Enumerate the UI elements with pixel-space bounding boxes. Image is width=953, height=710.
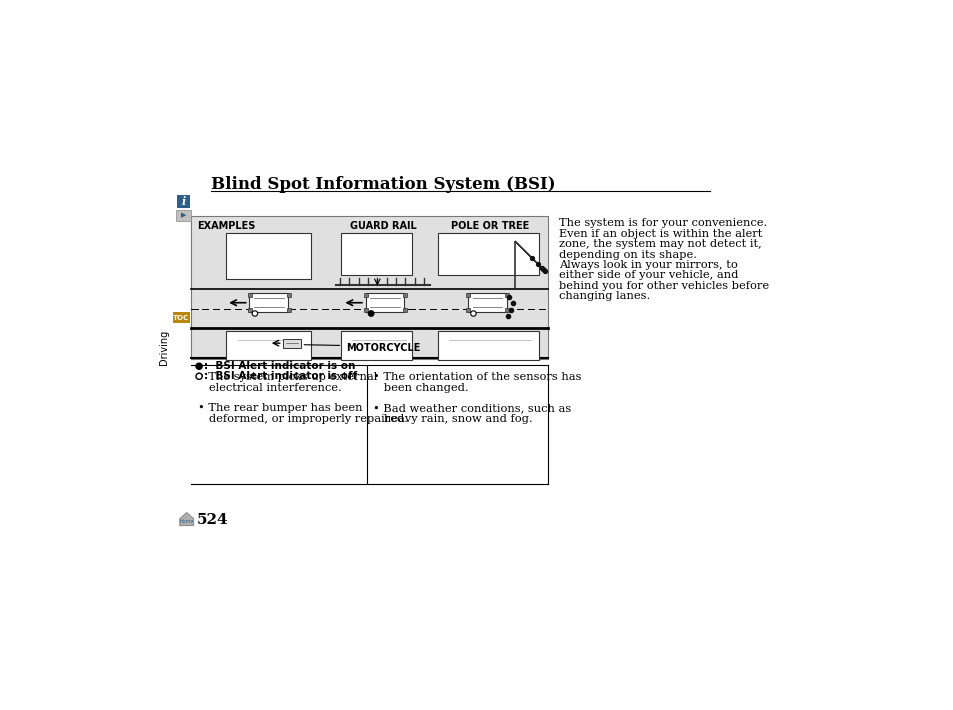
- Bar: [466, 308, 470, 312]
- Bar: [468, 293, 506, 312]
- Bar: [249, 293, 288, 312]
- Text: GUARD RAIL: GUARD RAIL: [350, 222, 416, 231]
- Text: zone, the system may not detect it,: zone, the system may not detect it,: [558, 239, 761, 249]
- Text: • The system picks up external: • The system picks up external: [197, 373, 376, 383]
- Bar: [226, 233, 311, 279]
- Bar: [175, 210, 192, 221]
- Text: electrical interference.: electrical interference.: [197, 383, 341, 393]
- Bar: [466, 293, 470, 297]
- Text: Driving: Driving: [159, 329, 169, 365]
- Text: POLE OR TREE: POLE OR TREE: [450, 222, 528, 231]
- Bar: [364, 293, 368, 297]
- Text: Blind Spot Information System (BSI): Blind Spot Information System (BSI): [211, 176, 555, 193]
- Text: The system is for your convenience.: The system is for your convenience.: [558, 219, 767, 229]
- Text: 524: 524: [196, 513, 228, 528]
- Bar: [340, 331, 412, 360]
- Bar: [402, 293, 406, 297]
- Text: deformed, or improperly repaired.: deformed, or improperly repaired.: [197, 414, 407, 424]
- Bar: [282, 339, 301, 348]
- Text: ▶: ▶: [181, 212, 186, 219]
- Polygon shape: [179, 513, 193, 525]
- Text: Even if an object is within the alert: Even if an object is within the alert: [558, 229, 762, 239]
- Bar: [364, 308, 368, 312]
- Bar: [286, 308, 291, 312]
- Bar: [340, 233, 412, 275]
- Circle shape: [368, 311, 374, 316]
- Bar: [505, 308, 509, 312]
- Bar: [248, 308, 252, 312]
- Text: • Bad weather conditions, such as: • Bad weather conditions, such as: [373, 403, 571, 413]
- Text: Home: Home: [179, 519, 193, 524]
- Text: changing lanes.: changing lanes.: [558, 291, 650, 301]
- Bar: [365, 293, 404, 312]
- Text: EXAMPLES: EXAMPLES: [197, 222, 255, 231]
- Bar: [402, 308, 406, 312]
- Text: • The rear bumper has been: • The rear bumper has been: [197, 403, 361, 413]
- Text: Always look in your mirrors, to: Always look in your mirrors, to: [558, 260, 738, 270]
- Bar: [226, 331, 311, 360]
- Circle shape: [252, 311, 257, 316]
- Text: TOC: TOC: [173, 315, 189, 321]
- Text: depending on its shape.: depending on its shape.: [558, 250, 697, 260]
- Text: :  BSI Alert indicator is on: : BSI Alert indicator is on: [204, 361, 355, 371]
- Bar: [437, 233, 537, 275]
- Text: either side of your vehicle, and: either side of your vehicle, and: [558, 271, 738, 280]
- Bar: [505, 293, 509, 297]
- Circle shape: [195, 364, 202, 369]
- Text: been changed.: been changed.: [373, 383, 469, 393]
- Bar: [248, 293, 252, 297]
- Text: behind you for other vehicles before: behind you for other vehicles before: [558, 280, 769, 291]
- Text: :  BSI Alert indicator is off: : BSI Alert indicator is off: [204, 371, 357, 381]
- Text: MOTORCYCLE: MOTORCYCLE: [346, 343, 420, 353]
- Text: • The orientation of the sensors has: • The orientation of the sensors has: [373, 373, 581, 383]
- Text: heavy rain, snow and fog.: heavy rain, snow and fog.: [373, 414, 533, 424]
- Bar: [192, 216, 547, 359]
- Circle shape: [470, 311, 476, 316]
- Bar: [172, 312, 190, 323]
- Bar: [177, 195, 190, 207]
- Circle shape: [195, 373, 202, 379]
- Bar: [437, 331, 537, 360]
- Text: i: i: [181, 196, 186, 207]
- Bar: [286, 293, 291, 297]
